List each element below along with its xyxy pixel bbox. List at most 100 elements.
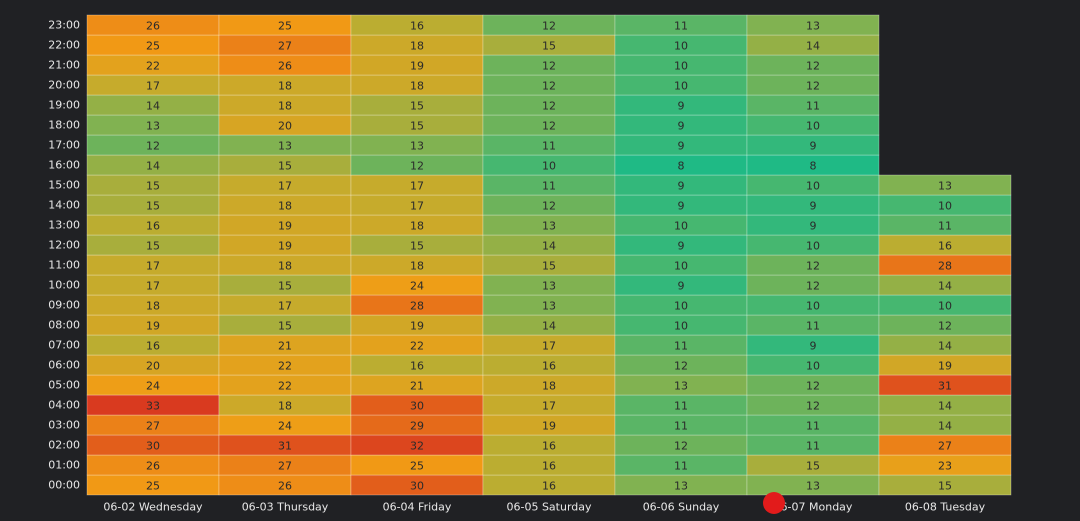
heatmap-cell-value: 10 [674, 300, 688, 313]
heatmap-cell[interactable] [746, 14, 880, 36]
heatmap-cell-value: 10 [938, 200, 952, 213]
heatmap-cell-value: 25 [410, 460, 424, 473]
heatmap-cell-value: 17 [278, 180, 292, 193]
heatmap-cell-value: 13 [674, 480, 688, 493]
heatmap-cell-value: 30 [410, 400, 424, 413]
heatmap-cell-value: 8 [678, 160, 685, 173]
y-tick-label: 16:00 [48, 159, 80, 172]
heatmap-cell-value: 16 [542, 360, 556, 373]
heatmap-cell-value: 17 [410, 200, 424, 213]
heatmap-cell-value: 11 [938, 220, 952, 233]
heatmap-cell-value: 14 [542, 240, 556, 253]
heatmap-cell-value: 28 [410, 300, 424, 313]
heatmap-cell-value: 11 [674, 340, 688, 353]
heatmap-cell-value: 16 [938, 240, 952, 253]
heatmap-cell-value: 11 [806, 440, 820, 453]
heatmap-cell-value: 29 [410, 420, 424, 433]
heatmap-cell-value: 28 [938, 260, 952, 273]
heatmap-cell-value: 9 [678, 100, 685, 113]
y-tick-label: 22:00 [48, 39, 80, 52]
heatmap-cell-value: 10 [806, 180, 820, 193]
x-tick-label: 06-05 Saturday [506, 501, 592, 514]
heatmap-cell-value: 21 [410, 380, 424, 393]
heatmap-cell-value: 27 [146, 420, 160, 433]
heatmap-cell-value: 12 [806, 400, 820, 413]
heatmap-cell-value: 18 [410, 220, 424, 233]
heatmap-cell-value: 24 [278, 420, 292, 433]
heatmap-cell-value: 13 [542, 280, 556, 293]
heatmap-cell-value: 23 [938, 460, 952, 473]
heatmap-cell-value: 10 [674, 320, 688, 333]
red-cursor-marker [763, 492, 785, 514]
heatmap-cell-value: 26 [278, 60, 292, 73]
heatmap-cell-value: 16 [542, 440, 556, 453]
heatmap-cell-value: 10 [674, 80, 688, 93]
heatmap-cell-value: 19 [938, 360, 952, 373]
heatmap-cell-value: 12 [806, 380, 820, 393]
heatmap-cell-value: 16 [146, 220, 160, 233]
heatmap-cell-value: 19 [410, 60, 424, 73]
heatmap-cell-value: 9 [678, 280, 685, 293]
heatmap-cell-value: 15 [278, 160, 292, 173]
heatmap-cell-value: 9 [810, 140, 817, 153]
heatmap-cell-value: 16 [542, 480, 556, 493]
heatmap-cell-value: 17 [146, 80, 160, 93]
heatmap-cell-value: 22 [146, 60, 160, 73]
heatmap-cell-value: 25 [146, 40, 160, 53]
y-tick-label: 20:00 [48, 79, 80, 92]
heatmap-cell-value: 22 [278, 380, 292, 393]
y-axis: 00:00 01:00 02:00 03:00 04:00 05:00 06:00 07:00… [48, 19, 80, 492]
heatmap-cell-value: 9 [678, 180, 685, 193]
heatmap-cell-value: 9 [810, 220, 817, 233]
heatmap-cell-value: 18 [278, 200, 292, 213]
heatmap-cell-value: 15 [542, 40, 556, 53]
heatmap-cell-value: 18 [278, 400, 292, 413]
heatmap-cell-value: 13 [410, 140, 424, 153]
y-tick-label: 05:00 [48, 379, 80, 392]
heatmap-cell-value: 15 [410, 100, 424, 113]
y-tick-label: 18:00 [48, 119, 80, 132]
heatmap-cell-value: 24 [146, 380, 160, 393]
heatmap-cell[interactable] [878, 174, 1012, 196]
y-tick-label: 07:00 [48, 339, 80, 352]
heatmap-cell-value: 15 [146, 180, 160, 193]
heatmap-cell-value: 9 [810, 200, 817, 213]
heatmap-cell-value: 16 [146, 340, 160, 353]
x-tick-label: 06-02 Wednesday [103, 501, 203, 514]
heatmap-cell-value: 18 [410, 40, 424, 53]
heatmap-cell-value: 30 [410, 480, 424, 493]
heatmap-cell-value: 19 [146, 320, 160, 333]
heatmap-cell-value: 13 [806, 480, 820, 493]
heatmap-cell-value: 17 [146, 260, 160, 273]
y-tick-label: 00:00 [48, 479, 80, 492]
heatmap-cell-value: 12 [806, 80, 820, 93]
heatmap-cell-value: 15 [278, 320, 292, 333]
heatmap-cell-value: 13 [806, 20, 820, 33]
heatmap-cell-value: 10 [674, 220, 688, 233]
heatmap-cell-value: 18 [278, 80, 292, 93]
heatmap-cell-value: 10 [806, 240, 820, 253]
y-tick-label: 21:00 [48, 59, 80, 72]
heatmap-cell-value: 21 [278, 340, 292, 353]
x-tick-label: 06-03 Thursday [242, 501, 329, 514]
heatmap-cell-value: 17 [542, 400, 556, 413]
heatmap-cell-value: 12 [806, 60, 820, 73]
heatmap-cell-value: 13 [542, 300, 556, 313]
heatmap-cell-value: 12 [542, 100, 556, 113]
heatmap-cell-value: 15 [806, 460, 820, 473]
heatmap-cell-value: 19 [410, 320, 424, 333]
heatmap-cell-value: 26 [146, 20, 160, 33]
heatmap-cell-value: 12 [806, 260, 820, 273]
heatmap-cell-value: 31 [278, 440, 292, 453]
x-tick-label: 06-08 Tuesday [905, 501, 986, 514]
heatmap-cell-value: 14 [542, 320, 556, 333]
heatmap-cell-value: 11 [806, 420, 820, 433]
y-tick-label: 10:00 [48, 279, 80, 292]
heatmap-cell-value: 24 [410, 280, 424, 293]
heatmap-cell-value: 11 [674, 400, 688, 413]
heatmap-cell-value: 9 [678, 240, 685, 253]
heatmap-cell-value: 8 [810, 160, 817, 173]
heatmap-cell-value: 18 [278, 260, 292, 273]
heatmap-cell-value: 10 [542, 160, 556, 173]
heatmap-cell-value: 11 [674, 460, 688, 473]
